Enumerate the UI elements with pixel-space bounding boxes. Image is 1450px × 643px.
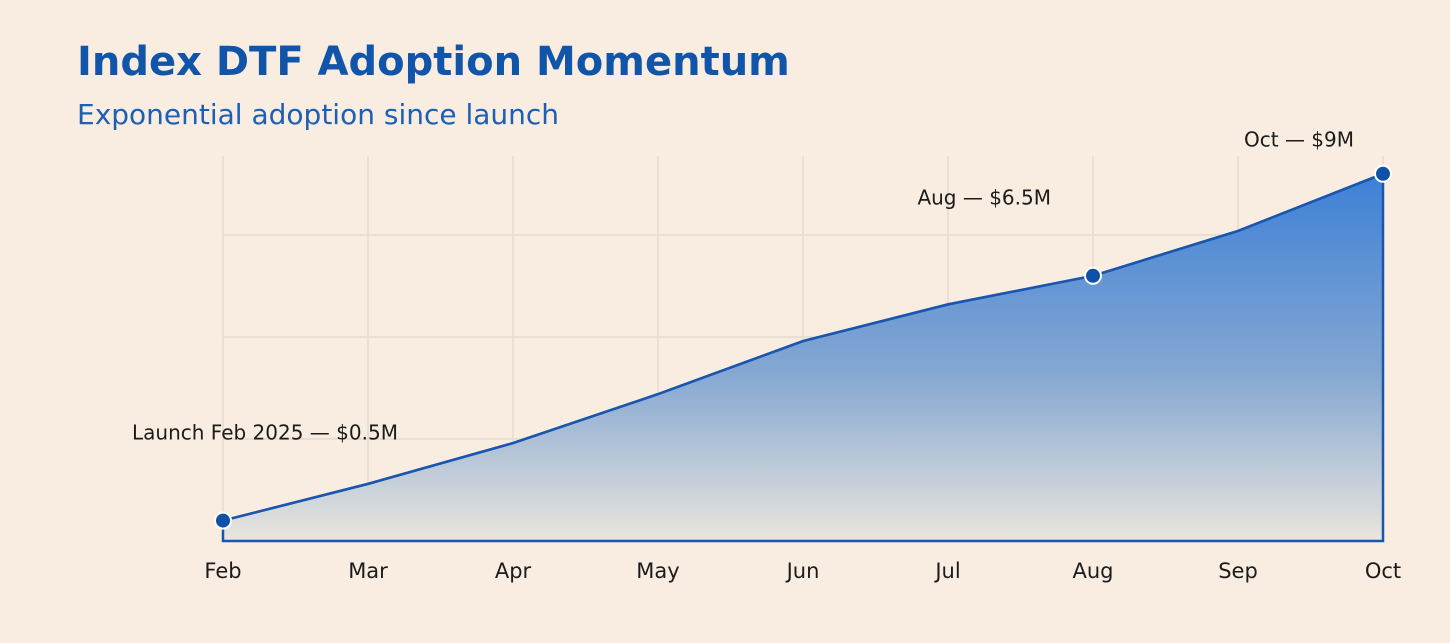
x-tick-label: Aug [1072,559,1113,583]
plot: Feb Mar Apr May Jun Jul Aug Sep Oct Launch Feb 20… [132,128,1401,584]
x-tick-label: Jun [785,559,820,583]
x-tick-label: Sep [1218,559,1258,583]
annotation: Oct — $9M [1244,128,1354,152]
line [222,172,1384,522]
point-marker [214,511,232,530]
x-tick-label: Apr [495,559,532,583]
x-tick-label: Jul [933,559,960,583]
point-marker [1374,164,1392,183]
chart-title: Index DTF Adoption Momentum [77,39,790,85]
x-tick-label: Mar [348,559,388,583]
x-tick-label: May [636,559,679,583]
x-tick-label: Oct [1365,559,1401,583]
point-marker [1084,266,1102,285]
chart-subtitle: Exponential adoption since launch [77,98,559,131]
annotation: Aug — $6.5M [917,186,1051,210]
annotation: Launch Feb 2025 — $0.5M [132,421,398,445]
x-tick-label: Feb [204,559,241,583]
